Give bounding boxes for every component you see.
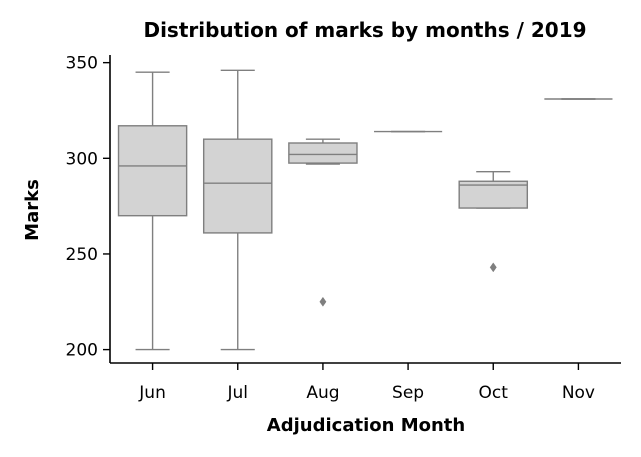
chart-title: Distribution of marks by months / 2019 bbox=[143, 18, 586, 42]
box-iqr bbox=[288, 142, 358, 164]
x-tick-label: Oct bbox=[479, 383, 509, 403]
plot-area bbox=[117, 69, 613, 351]
x-axis-ticks: Jun Jul Aug Sep Oct Nov bbox=[138, 363, 595, 403]
y-axis-ticks: 200 250 300 350 bbox=[66, 54, 110, 361]
x-tick-label: Jun bbox=[138, 383, 166, 403]
outlier-point bbox=[489, 262, 497, 273]
x-tick-label: Sep bbox=[392, 383, 424, 403]
x-axis-label: Adjudication Month bbox=[267, 415, 465, 436]
box-iqr bbox=[202, 138, 273, 234]
y-tick-label: 300 bbox=[66, 149, 98, 169]
box-group-oct bbox=[458, 170, 529, 273]
box-group-aug bbox=[288, 138, 358, 307]
y-tick-label: 250 bbox=[66, 245, 98, 265]
x-tick-label: Aug bbox=[306, 383, 339, 403]
x-tick-label: Nov bbox=[562, 383, 595, 403]
y-tick-label: 200 bbox=[66, 341, 98, 361]
box-group-jul bbox=[202, 69, 273, 351]
outlier-point bbox=[319, 296, 327, 307]
y-tick-label: 350 bbox=[66, 54, 98, 74]
box-group-jun bbox=[117, 71, 188, 351]
y-axis-label: Marks bbox=[22, 179, 43, 241]
x-tick-label: Jul bbox=[226, 383, 248, 403]
box-iqr bbox=[117, 125, 188, 217]
